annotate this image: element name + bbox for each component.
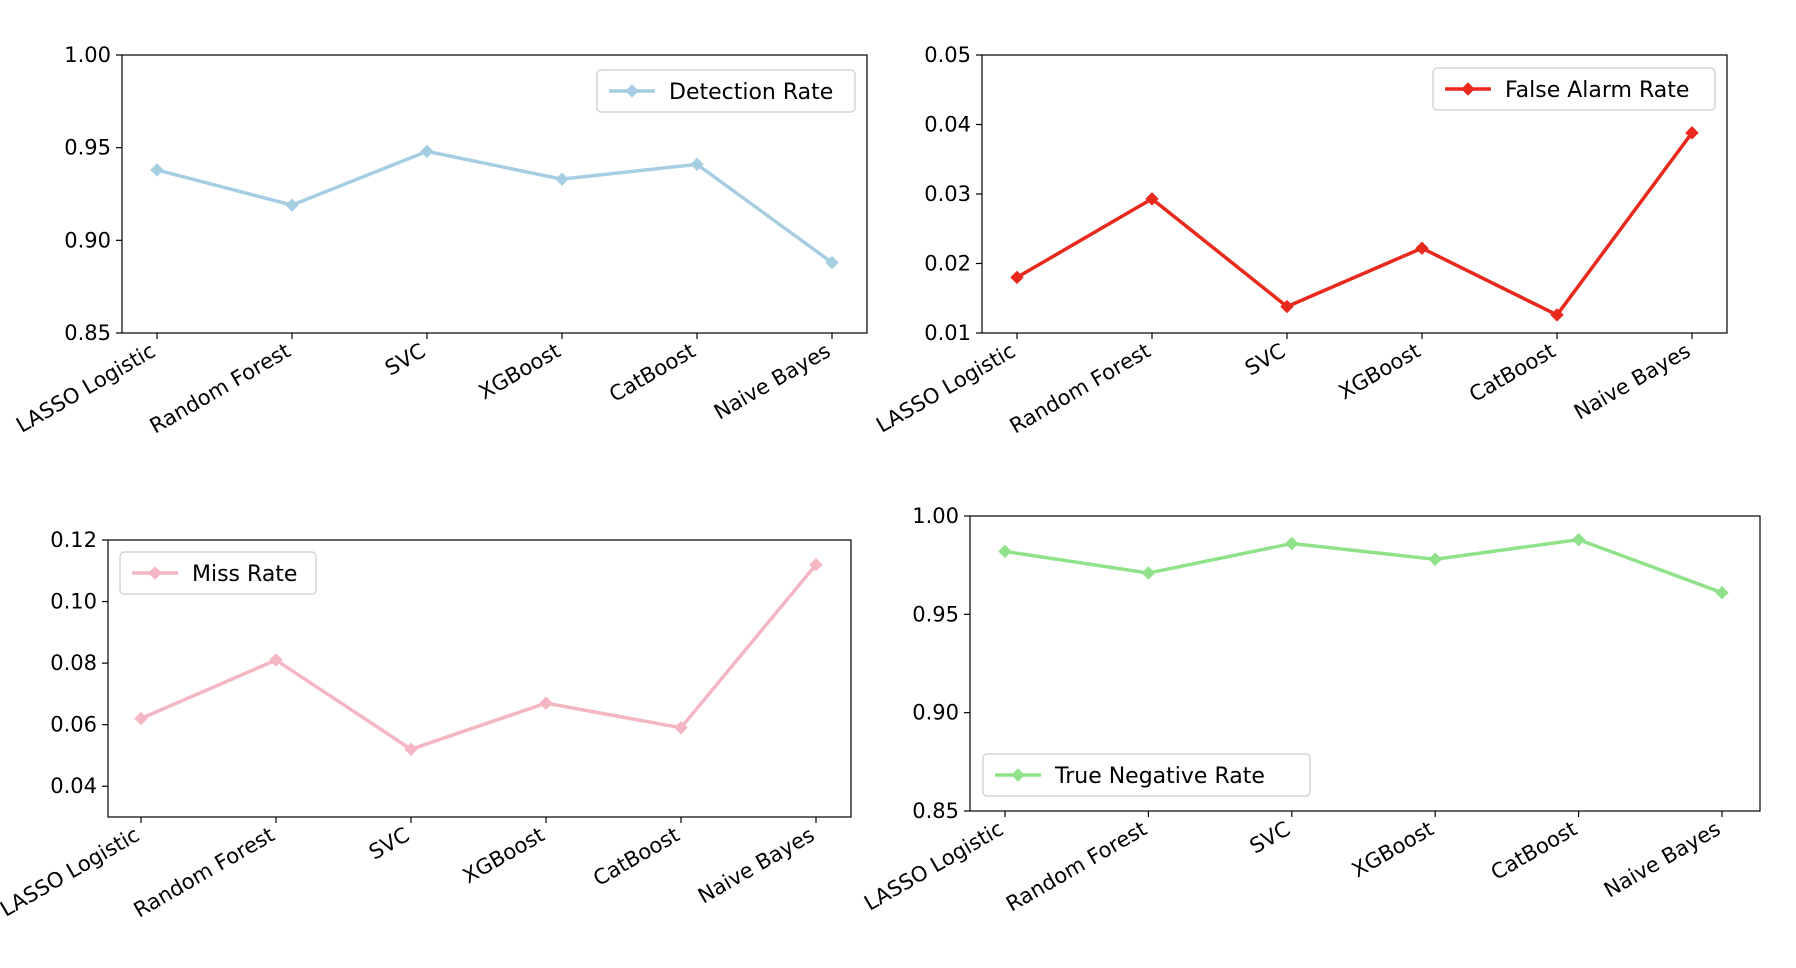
data-point	[150, 163, 164, 177]
data-point	[285, 198, 299, 212]
x-tick-label: Random Forest	[146, 339, 295, 439]
data-point	[825, 255, 839, 270]
legend-marker	[1011, 768, 1025, 782]
y-tick-label: 0.12	[50, 528, 97, 552]
x-tick-label: LASSO Logistic	[12, 339, 159, 438]
data-point	[809, 557, 823, 572]
chart-2: 0.01 0.02 0.03 0.04 0.05 LASSO LogisticRandom…	[872, 43, 1728, 439]
data-point	[1428, 552, 1442, 566]
data-point	[1415, 241, 1429, 255]
data-point	[420, 144, 434, 159]
x-tick-label: LASSO Logistic	[860, 817, 1007, 916]
data-point	[690, 157, 704, 172]
data-point	[1280, 299, 1294, 314]
data-point	[269, 653, 283, 667]
data-point	[1550, 308, 1564, 322]
y-tick-label: 1.00	[912, 504, 959, 528]
x-tick-label: XGBoost	[1348, 817, 1438, 883]
legend-box	[982, 753, 1311, 797]
y-tick-label: 0.85	[912, 799, 959, 823]
data-point	[1141, 566, 1156, 580]
y-tick-label: 0.90	[912, 701, 959, 725]
x-tick-label: Naive Bayes	[694, 823, 819, 909]
y-tick-label: 1.00	[64, 43, 111, 67]
data-point	[998, 544, 1012, 559]
data-point	[1571, 532, 1586, 547]
x-tick-label: LASSO Logistic	[0, 823, 143, 922]
x-tick-label: Random Forest	[1002, 817, 1151, 917]
plot-frame	[107, 539, 852, 818]
x-tick-label: SVC	[381, 339, 430, 381]
data-point	[1145, 192, 1159, 206]
y-tick-label: 0.08	[50, 651, 97, 675]
x-tick-label: CatBoost	[1465, 339, 1559, 407]
legend-label: True Negative Rate	[1054, 764, 1265, 789]
x-tick-label: Naive Bayes	[1600, 817, 1725, 903]
data-point	[555, 172, 569, 186]
x-tick-label: CatBoost	[605, 339, 699, 407]
x-tick-label: LASSO Logistic	[872, 339, 1019, 438]
x-tick-label: XGBoost	[459, 823, 549, 889]
legend-box	[596, 69, 856, 113]
x-tick-label: SVC	[1246, 817, 1295, 859]
chart-3: 0.04 0.06 0.08 0.10 0.12 LASSO LogisticRandom…	[0, 528, 852, 923]
data-point	[539, 696, 553, 710]
y-tick-label: 0.10	[50, 590, 97, 614]
data-point	[674, 721, 688, 735]
y-tick-label: 0.05	[924, 43, 971, 67]
series-line	[1016, 131, 1694, 317]
data-point	[1685, 126, 1699, 140]
x-tick-label: CatBoost	[589, 823, 683, 891]
legend-box	[119, 551, 317, 595]
x-tick-label: Naive Bayes	[710, 339, 835, 425]
data-point	[404, 742, 418, 756]
x-tick-label: Random Forest	[130, 823, 279, 923]
y-tick-label: 0.04	[924, 113, 971, 137]
y-tick-label: 0.01	[924, 321, 971, 345]
x-tick-label: CatBoost	[1487, 817, 1581, 885]
legend-label: False Alarm Rate	[1505, 78, 1689, 103]
y-tick-label: 0.95	[912, 602, 959, 626]
plot-frame	[969, 515, 1761, 812]
series-line	[1004, 537, 1723, 595]
y-tick-label: 0.06	[50, 713, 97, 737]
x-tick-label: SVC	[1241, 339, 1290, 381]
legend-marker	[1461, 82, 1475, 96]
x-tick-label: Random Forest	[1006, 339, 1155, 439]
y-tick-label: 0.02	[924, 252, 971, 276]
data-point	[1285, 536, 1299, 551]
legend-box	[1432, 67, 1716, 111]
series-line	[156, 149, 834, 264]
y-tick-label: 0.90	[64, 228, 111, 252]
x-tick-label: XGBoost	[1335, 339, 1425, 405]
y-tick-label: 0.04	[50, 774, 97, 798]
plot-frame	[121, 54, 868, 334]
x-tick-label: SVC	[365, 823, 414, 865]
x-tick-label: Naive Bayes	[1570, 339, 1695, 425]
series-line	[140, 563, 818, 752]
legend-label: Detection Rate	[669, 80, 833, 105]
legend-marker	[148, 566, 162, 580]
y-tick-label: 0.03	[924, 182, 971, 206]
x-tick-label: XGBoost	[475, 339, 565, 405]
y-tick-label: 0.85	[64, 321, 111, 345]
y-tick-label: 0.95	[64, 136, 111, 160]
data-point	[134, 711, 148, 726]
data-point	[1715, 585, 1729, 600]
data-point	[1010, 270, 1024, 285]
legend-marker	[625, 84, 639, 98]
legend-label: Miss Rate	[192, 562, 297, 587]
